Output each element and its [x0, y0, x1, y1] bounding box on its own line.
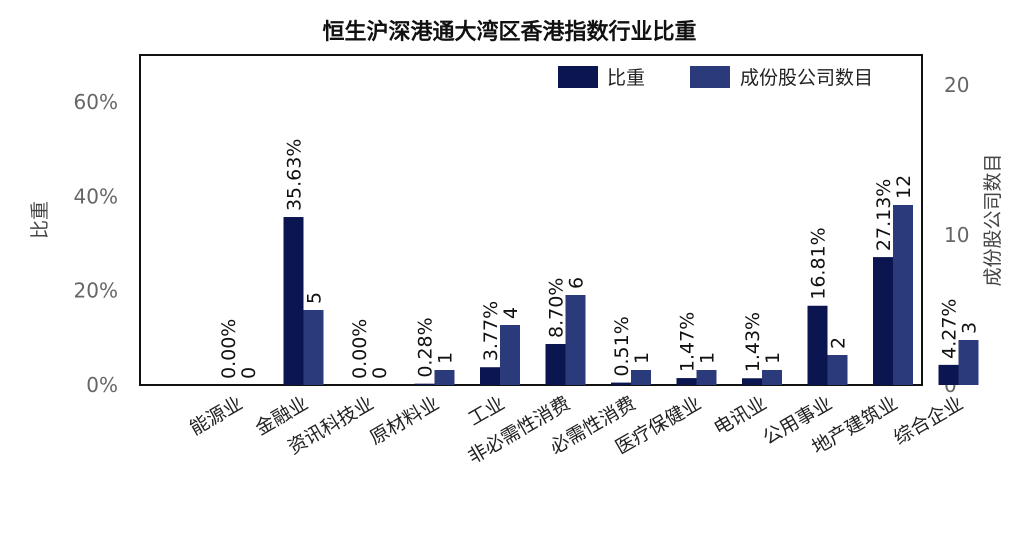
y-axis-title: 比重	[29, 201, 51, 239]
bar-count	[565, 295, 586, 385]
data-label-count: 0	[238, 367, 260, 379]
data-label-count: 2	[828, 337, 850, 349]
y-tick-label: 40%	[74, 184, 118, 208]
legend-swatch-weight	[558, 66, 598, 88]
bar-weight	[283, 217, 304, 385]
y-tick-label: 0%	[86, 373, 118, 397]
bar-weight	[807, 305, 828, 385]
legend-swatch-count	[690, 66, 730, 88]
data-label-weight: 1.47%	[677, 312, 699, 372]
bar-weight	[742, 378, 762, 385]
category-label: 工业	[465, 392, 509, 430]
bar-weight	[873, 257, 893, 385]
data-label-count: 3	[959, 322, 981, 334]
category-label: 原材料业	[366, 392, 443, 449]
bar-count	[434, 370, 455, 385]
bar-count	[500, 325, 520, 385]
bar-weight	[611, 382, 631, 385]
data-label-weight: 35.63%	[284, 139, 306, 211]
bar-count	[827, 355, 848, 385]
bar-count	[696, 370, 717, 385]
category-label: 能源业	[186, 392, 246, 440]
data-label-weight: 8.70%	[546, 278, 568, 338]
data-label-weight: 27.13%	[873, 179, 895, 251]
bar-weight	[938, 364, 959, 385]
data-label-count: 1	[697, 352, 719, 364]
data-label-weight: 0.51%	[611, 316, 633, 376]
y-tick-label: 20%	[74, 279, 118, 303]
legend-label-count: 成份股公司数目	[740, 67, 873, 89]
bar-weight	[676, 378, 697, 385]
bar-count	[893, 205, 913, 385]
bar-count	[631, 370, 651, 385]
data-label-count: 1	[631, 352, 653, 364]
plot-frame	[139, 54, 923, 386]
data-label-weight: 16.81%	[808, 227, 830, 299]
bar-weight	[545, 343, 566, 385]
data-label-weight: 0.00%	[218, 319, 240, 379]
legend-label-weight: 比重	[607, 67, 645, 89]
data-label-count: 4	[500, 307, 522, 319]
data-label-weight: 0.00%	[349, 319, 371, 379]
data-label-count: 5	[304, 292, 326, 304]
data-label-weight: 1.43%	[742, 312, 764, 372]
data-label-count: 6	[566, 277, 588, 289]
bar-count	[303, 310, 324, 385]
data-label-count: 0	[369, 367, 391, 379]
y2-tick-label: 20	[944, 73, 969, 97]
bar-weight	[480, 367, 500, 385]
data-label-weight: 3.77%	[480, 301, 502, 361]
y2-tick-label: 10	[944, 223, 969, 247]
category-label: 综合企业	[890, 392, 967, 449]
bar-weight	[414, 383, 435, 385]
bar-count	[958, 340, 979, 385]
data-label-count: 12	[893, 175, 915, 199]
bar-count	[762, 370, 782, 385]
data-label-weight: 4.27%	[939, 299, 961, 359]
y-tick-label: 60%	[74, 90, 118, 114]
data-label-weight: 0.28%	[415, 317, 437, 377]
y2-axis-title: 成份股公司数目	[982, 153, 1004, 286]
chart-title: 恒生沪深港通大湾区香港指数行业比重	[322, 20, 697, 45]
data-label-count: 1	[762, 352, 784, 364]
data-label-count: 1	[435, 352, 457, 364]
